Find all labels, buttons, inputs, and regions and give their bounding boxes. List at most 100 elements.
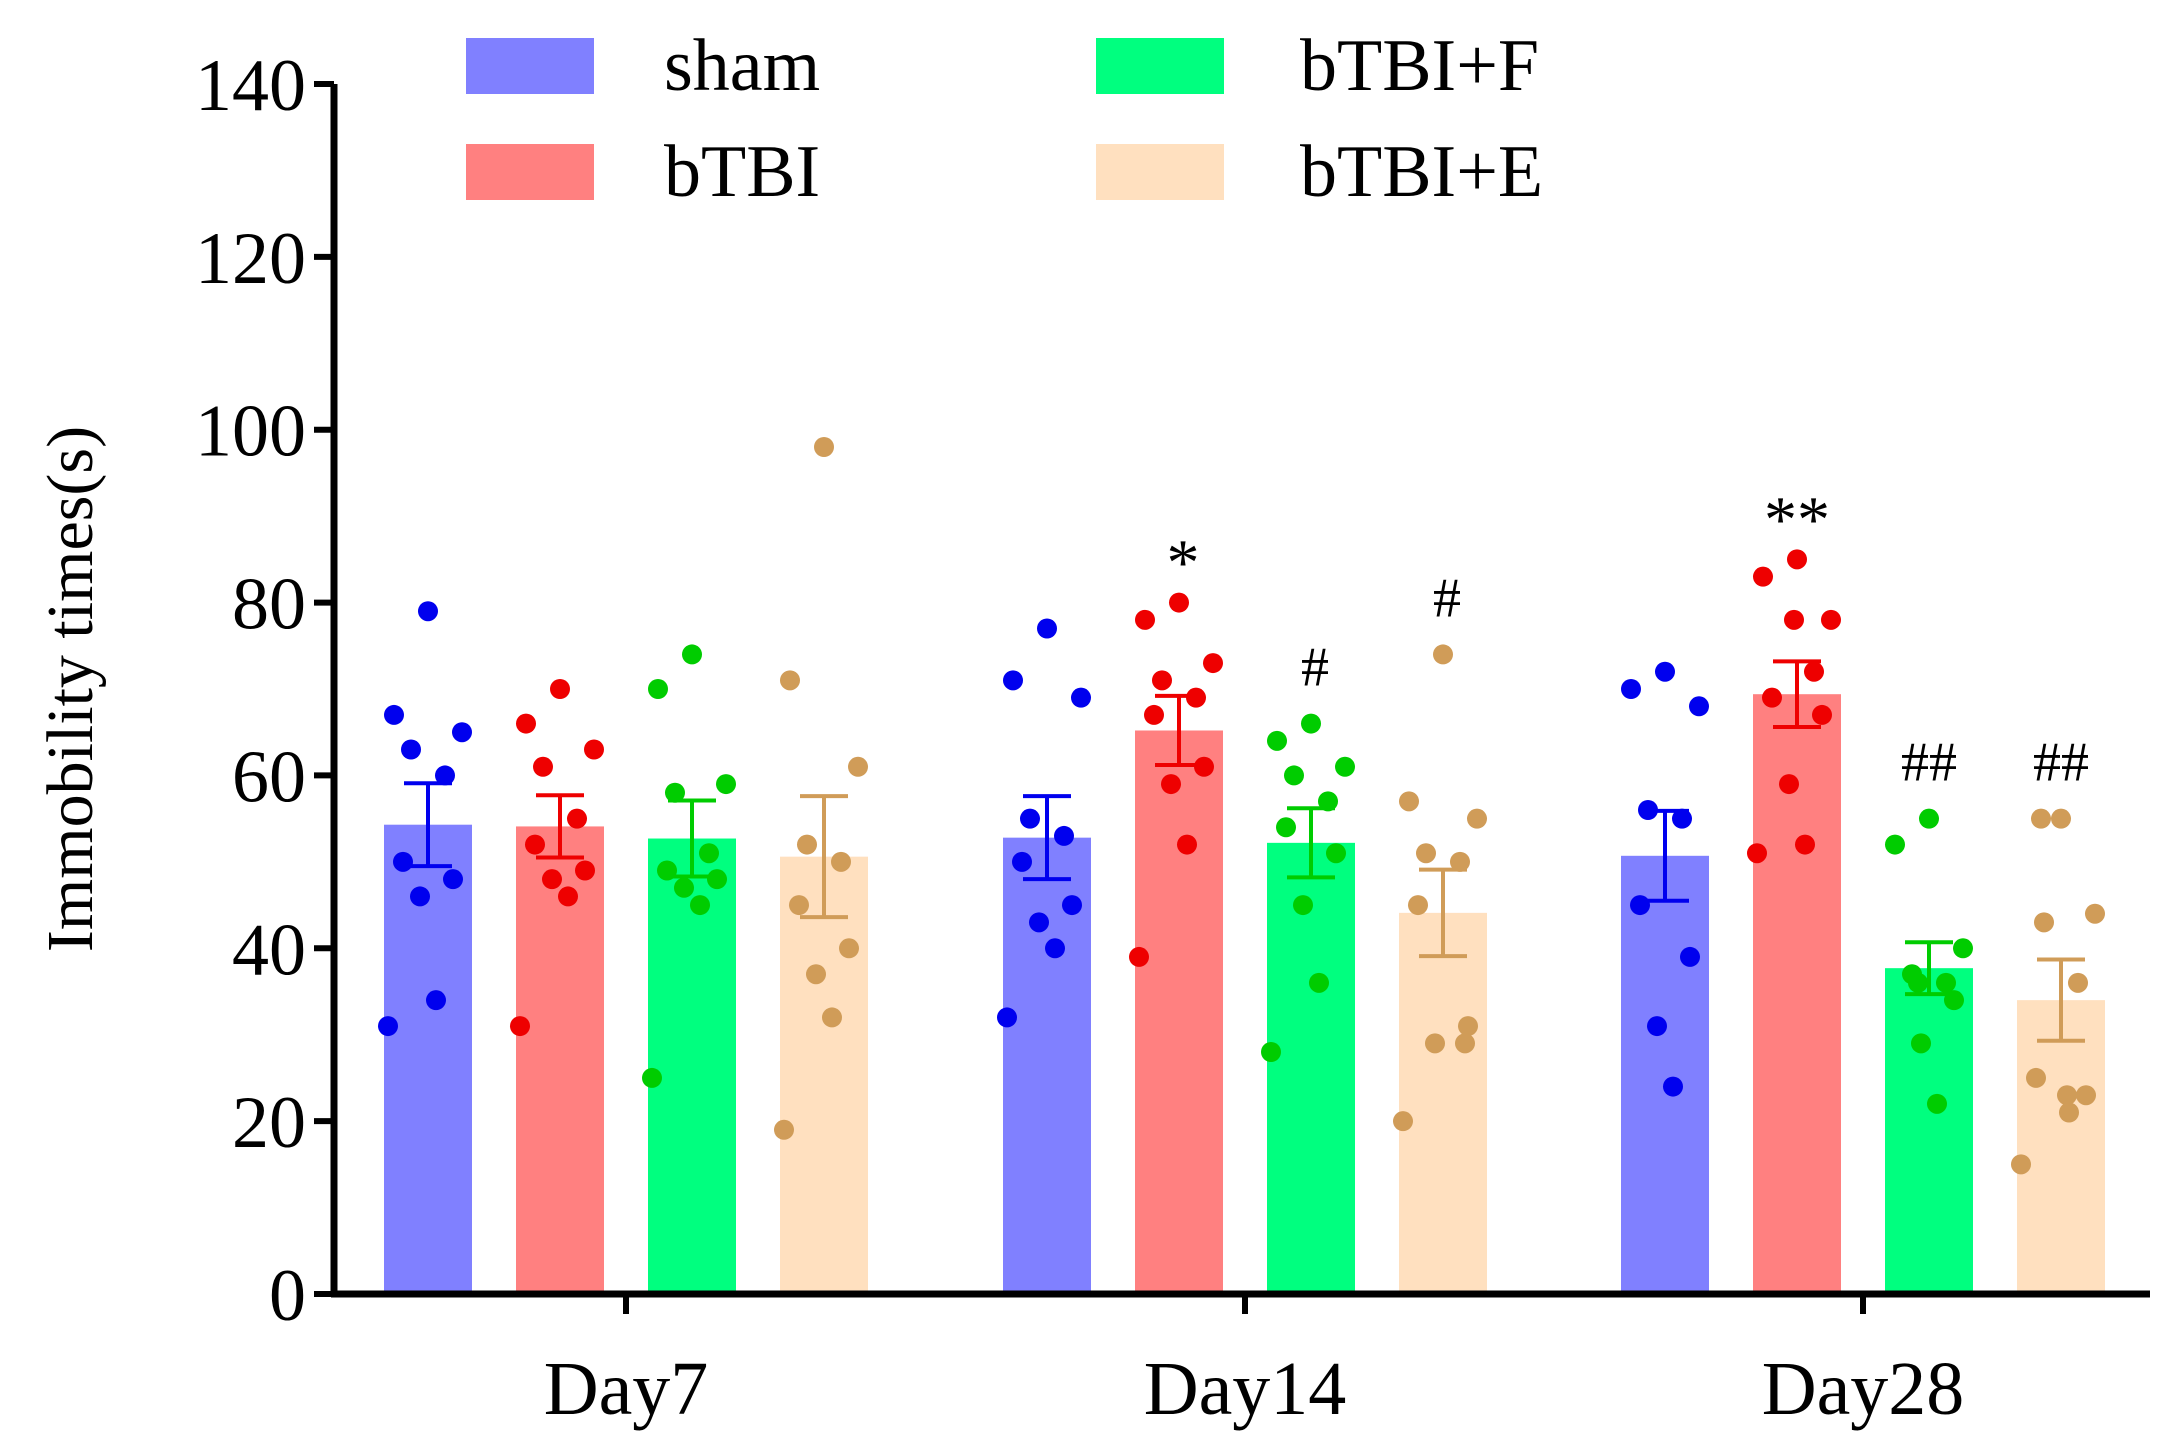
y-tick-label: 80 — [232, 564, 306, 646]
point-bTBI-Day28 — [1784, 609, 1804, 630]
point-bTBI-Day28 — [1787, 549, 1807, 570]
error-bar-bTBI+E-Day14 — [1419, 867, 1467, 959]
point-bTBI-Day7 — [584, 739, 604, 760]
error-bar-sham-Day7 — [404, 781, 452, 869]
point-bTBI+E-Day7 — [797, 834, 817, 855]
point-bTBI-Day14 — [1144, 704, 1164, 725]
point-bTBI+F-Day7 — [707, 869, 727, 890]
point-bTBI+E-Day7 — [822, 1007, 842, 1028]
point-bTBI+F-Day7 — [682, 644, 702, 665]
y-ticks: 0 20 40 60 80 100 120 140 — [195, 45, 334, 1337]
legend-item-bTBI+E: bTBI+E — [1096, 131, 1543, 213]
significance-bTBI+E-Day14: # — [1433, 567, 1461, 629]
point-sham-Day7 — [426, 990, 446, 1011]
point-bTBI+F-Day7 — [665, 782, 685, 803]
point-sham-Day14 — [1003, 670, 1023, 691]
point-bTBI+E-Day28 — [2031, 808, 2051, 829]
point-bTBI+F-Day7 — [716, 774, 736, 795]
point-bTBI+F-Day14 — [1293, 895, 1313, 916]
point-bTBI+E-Day7 — [848, 756, 868, 777]
legend-item-sham: sham — [466, 25, 820, 107]
point-sham-Day14 — [1054, 825, 1074, 846]
significance-bTBI+F-Day14: # — [1301, 637, 1329, 699]
point-bTBI+E-Day14 — [1433, 644, 1453, 665]
error-bar-bTBI+F-Day7 — [668, 798, 716, 879]
point-bTBI-Day14 — [1169, 592, 1189, 613]
bar-bTBI+F-Day7 — [648, 838, 736, 1294]
point-sham-Day14 — [1012, 851, 1032, 872]
point-sham-Day14 — [1071, 687, 1091, 708]
point-bTBI+E-Day7 — [780, 670, 800, 691]
point-bTBI+E-Day14 — [1458, 1016, 1478, 1037]
bar-bTBI+E-Day7 — [780, 856, 868, 1294]
bar-bTBI+F-Day14 — [1267, 842, 1355, 1294]
legend-label-bTBI+E: bTBI+E — [1300, 131, 1543, 213]
point-bTBI+E-Day28 — [2068, 972, 2088, 993]
point-sham-Day28 — [1630, 895, 1650, 916]
point-bTBI+E-Day14 — [1408, 895, 1428, 916]
legend-label-bTBI: bTBI — [664, 131, 820, 213]
point-bTBI-Day7 — [510, 1016, 530, 1037]
point-bTBI-Day14 — [1203, 653, 1223, 674]
point-sham-Day14 — [997, 1007, 1017, 1028]
point-bTBI-Day28 — [1753, 566, 1773, 587]
x-category-label-Day7: Day7 — [544, 1347, 709, 1431]
legend-label-bTBI+F: bTBI+F — [1300, 25, 1539, 107]
point-sham-Day28 — [1680, 946, 1700, 967]
point-bTBI+E-Day14 — [1416, 843, 1436, 864]
point-bTBI+E-Day7 — [831, 851, 851, 872]
point-bTBI+E-Day28 — [2026, 1067, 2046, 1088]
points-layer — [378, 437, 2105, 1175]
point-bTBI-Day28 — [1821, 609, 1841, 630]
bars-layer — [384, 694, 2105, 1294]
y-tick-label: 140 — [195, 45, 306, 127]
error-bar-sham-Day14 — [1023, 794, 1071, 882]
point-bTBI+F-Day7 — [674, 877, 694, 898]
legend-label-sham: sham — [664, 25, 820, 107]
error-bar-bTBI-Day28 — [1773, 659, 1821, 730]
point-bTBI+E-Day7 — [814, 437, 834, 457]
point-bTBI+F-Day28 — [1919, 808, 1939, 829]
point-bTBI+E-Day7 — [806, 964, 826, 985]
point-bTBI+F-Day28 — [1953, 938, 1973, 959]
point-bTBI+F-Day28 — [1885, 834, 1905, 855]
point-bTBI-Day28 — [1779, 774, 1799, 795]
error-bar-bTBI+F-Day28 — [1905, 940, 1953, 997]
point-bTBI-Day7 — [525, 834, 545, 855]
y-tick-label: 40 — [232, 909, 306, 991]
point-sham-Day7 — [384, 704, 404, 725]
bar-sham-Day28 — [1621, 855, 1709, 1294]
point-sham-Day7 — [401, 739, 421, 760]
point-bTBI+F-Day14 — [1261, 1042, 1281, 1062]
bar-bTBI+F-Day28 — [1885, 968, 1973, 1294]
legend-swatch-bTBI+E — [1096, 144, 1224, 200]
legend-swatch-sham — [466, 38, 594, 94]
error-bar-bTBI+E-Day7 — [800, 794, 848, 920]
point-bTBI+E-Day28 — [2051, 808, 2071, 829]
point-bTBI+F-Day7 — [648, 679, 668, 699]
point-bTBI-Day28 — [1762, 687, 1782, 708]
point-bTBI+E-Day7 — [774, 1119, 794, 1140]
point-sham-Day28 — [1672, 808, 1692, 829]
axes — [330, 84, 2150, 1298]
point-bTBI+E-Day14 — [1399, 791, 1419, 812]
point-bTBI+E-Day14 — [1393, 1111, 1413, 1132]
point-bTBI+F-Day28 — [1927, 1093, 1947, 1114]
point-bTBI+F-Day14 — [1309, 972, 1329, 993]
point-bTBI+F-Day7 — [690, 895, 710, 916]
point-sham-Day7 — [378, 1016, 398, 1037]
point-sham-Day7 — [418, 601, 438, 622]
y-tick-label: 100 — [195, 391, 306, 473]
point-sham-Day14 — [1062, 895, 1082, 916]
point-bTBI+F-Day7 — [642, 1067, 662, 1088]
x-ticks: Day7 Day14 Day28 — [544, 1294, 1964, 1431]
error-bar-bTBI-Day7 — [536, 793, 584, 860]
point-sham-Day14 — [1029, 912, 1049, 933]
bar-sham-Day7 — [384, 824, 472, 1294]
error-bar-sham-Day28 — [1641, 808, 1689, 903]
point-bTBI-Day7 — [550, 679, 570, 699]
point-bTBI+F-Day28 — [1936, 972, 1956, 993]
point-sham-Day28 — [1647, 1016, 1667, 1037]
point-bTBI-Day7 — [516, 713, 536, 734]
